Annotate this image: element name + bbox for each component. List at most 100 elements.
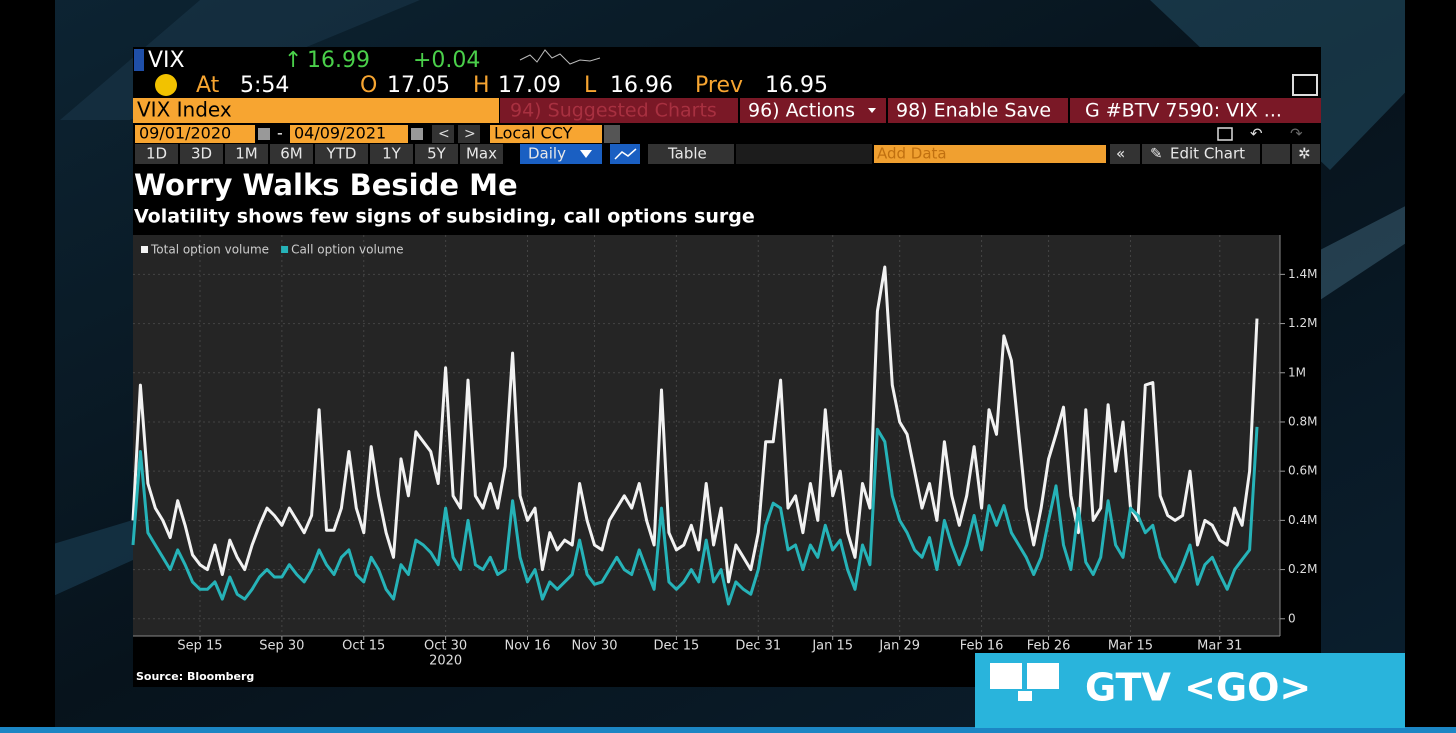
period-button[interactable] [460, 144, 503, 164]
frequency-button[interactable] [520, 144, 602, 164]
x-tick-label: Dec 31 [735, 639, 781, 654]
period-button[interactable] [370, 144, 413, 164]
prev-label: Prev [695, 73, 743, 98]
x-tick-label: Oct 15 [342, 639, 385, 654]
x-tick-label: Sep 30 [259, 639, 304, 654]
date-separator: - [277, 124, 283, 143]
y-tick-label: 0 [1288, 611, 1296, 625]
period: 1M [235, 145, 258, 163]
menu-button[interactable] [500, 98, 738, 123]
side-bar [0, 0, 55, 733]
frequency: Daily [528, 145, 566, 163]
security: VIX Index [137, 98, 232, 122]
menu-button[interactable] [1070, 98, 1321, 123]
dropdown-arrow [868, 108, 876, 113]
date-box[interactable] [290, 125, 408, 143]
period-button[interactable] [225, 144, 268, 164]
date-box[interactable] [135, 125, 255, 143]
monitor-icon [1027, 663, 1059, 689]
low: 16.96 [610, 73, 673, 98]
menu-item: G #BTV 7590: VIX ... [1085, 100, 1282, 122]
calendar-icon[interactable] [258, 128, 270, 140]
high: 17.09 [498, 73, 561, 98]
series-line [131, 265, 1259, 584]
edit-chart-button[interactable] [1142, 144, 1260, 164]
x-year-label: 2020 [429, 654, 462, 669]
start-date: 09/01/2020 [139, 124, 231, 143]
period: 3D [191, 145, 212, 163]
change: +0.04 [413, 48, 480, 73]
legend-swatch [281, 246, 289, 253]
y-tick-label: 0.8M [1288, 414, 1317, 428]
collapse-button[interactable] [1110, 144, 1140, 164]
presentation-icon[interactable] [1217, 127, 1233, 141]
add-data-box[interactable] [874, 145, 1106, 163]
prev-button[interactable] [432, 125, 454, 143]
period-button[interactable] [180, 144, 223, 164]
legend-swatch [141, 246, 148, 253]
menu-button[interactable] [740, 98, 886, 123]
bottom-strip [0, 727, 1456, 733]
toolbar-gap [736, 144, 872, 164]
menu-item: 96) Actions [748, 100, 855, 122]
table: Table [667, 145, 707, 163]
prev-icon: < [438, 126, 450, 142]
time-label: At [196, 73, 220, 98]
next-icon: > [464, 126, 476, 142]
menu-button[interactable] [888, 98, 1068, 123]
chart-type-icon [614, 148, 637, 160]
undo-icon[interactable]: ↶ [1250, 125, 1263, 143]
currency: Local CCY [494, 124, 573, 143]
x-tick-label: Jan 15 [811, 639, 853, 654]
y-tick-label: 1.4M [1288, 267, 1317, 281]
period: 1Y [382, 145, 402, 163]
open: 17.05 [387, 73, 450, 98]
source: Source: Bloomberg [136, 670, 254, 683]
plot-area [133, 235, 1280, 636]
x-tick-label: Nov 16 [504, 639, 550, 654]
time: 5:54 [240, 73, 289, 98]
menu-item: 98) Enable Save [896, 100, 1051, 122]
y-tick-label: 0.4M [1288, 513, 1317, 527]
x-tick-label: Sep 15 [177, 639, 222, 654]
calendar-icon[interactable] [411, 128, 423, 140]
open-label: O [360, 73, 377, 98]
up-arrow: ↑ [284, 48, 302, 73]
window-icon[interactable] [1292, 74, 1318, 96]
x-tick-label: Feb 26 [1027, 639, 1071, 654]
clock-icon [155, 74, 177, 96]
settings-icon: ✲ [1298, 145, 1311, 163]
currency-dropdown[interactable] [604, 125, 620, 143]
monitor-icon [990, 663, 1022, 689]
period: YTD [326, 145, 357, 163]
period-button[interactable] [415, 144, 458, 164]
high-label: H [473, 73, 490, 98]
x-tick-label: Jan 29 [878, 639, 920, 654]
period: Max [466, 145, 497, 163]
currency-box[interactable] [490, 125, 602, 143]
low-label: L [584, 73, 597, 98]
period-button[interactable] [135, 144, 178, 164]
period-button[interactable] [270, 144, 313, 164]
prev: 16.95 [765, 73, 828, 98]
x-tick-label: Mar 31 [1197, 639, 1242, 654]
redo-icon[interactable]: ↷ [1290, 125, 1303, 143]
end-date: 04/09/2021 [294, 124, 386, 143]
x-tick-label: Feb 16 [960, 639, 1004, 654]
y-tick-label: 0.2M [1288, 562, 1317, 576]
last-price: 16.99 [307, 48, 370, 73]
x-tick-label: Dec 15 [653, 639, 699, 654]
security-box[interactable] [133, 98, 499, 123]
y-tick-label: 0.6M [1288, 464, 1317, 478]
period-button[interactable] [315, 144, 368, 164]
table-button[interactable] [648, 144, 734, 164]
period: 5Y [427, 145, 447, 163]
next-button[interactable] [458, 125, 480, 143]
edit-button[interactable] [1262, 144, 1290, 164]
chart-title: Worry Walks Beside Me [134, 168, 518, 202]
period: 6M [280, 145, 303, 163]
x-tick-label: Oct 30 [424, 639, 467, 654]
legend-label: Call option volume [291, 243, 403, 257]
series-line [131, 426, 1259, 606]
settings-button[interactable] [1292, 144, 1320, 164]
